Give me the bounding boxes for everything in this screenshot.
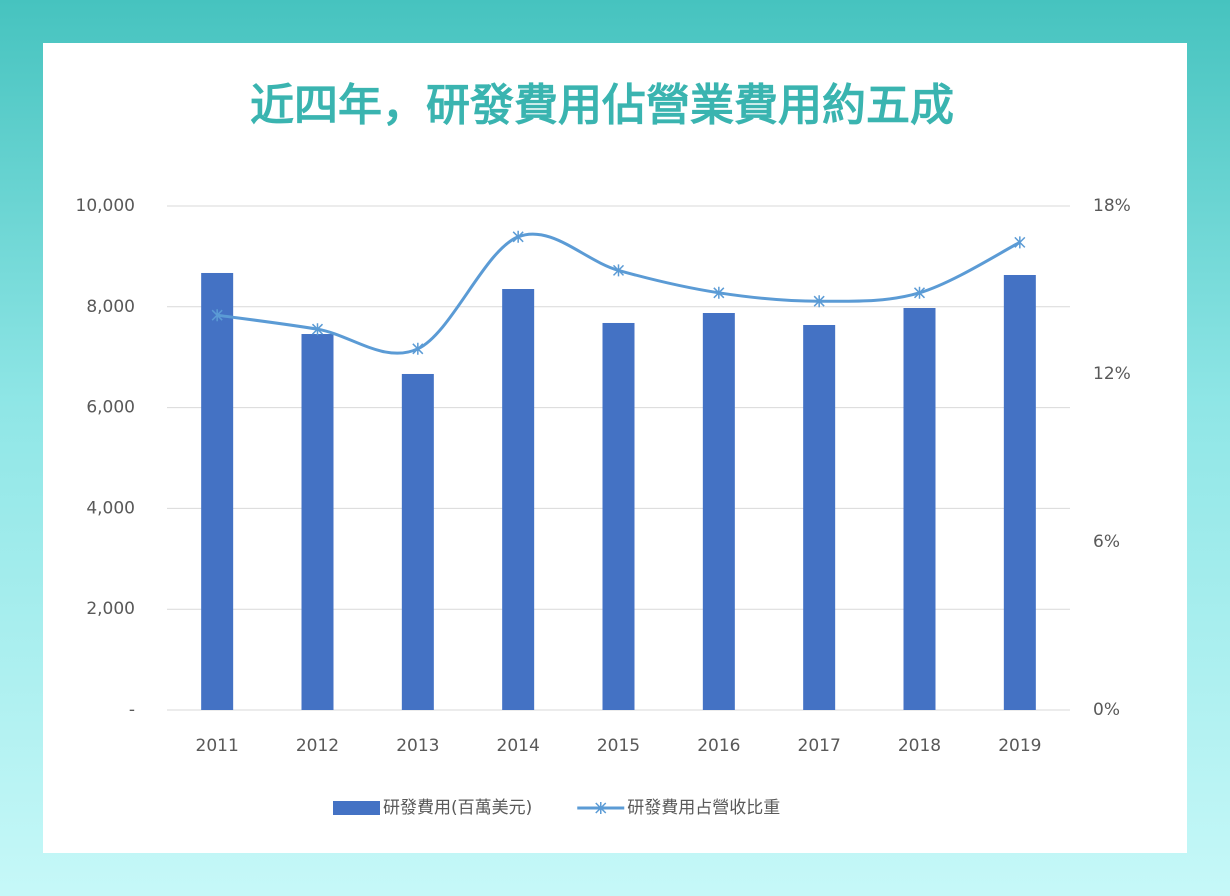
y-tick-label: 6,000 (86, 398, 135, 418)
bar (602, 322, 635, 710)
y-tick-label: - (129, 700, 135, 720)
x-tick-label: 2019 (998, 736, 1041, 756)
x-tick-label: 2011 (196, 736, 239, 756)
bar (903, 308, 936, 710)
bar (301, 334, 334, 710)
x-tick-label: 2018 (898, 736, 941, 756)
line-marker (713, 286, 725, 299)
legend-marker (595, 802, 607, 814)
x-tick-label: 2014 (497, 736, 540, 756)
legend-swatch (333, 801, 380, 815)
x-tick-label: 2012 (296, 736, 339, 756)
bar (702, 312, 735, 710)
bar (803, 324, 836, 710)
line-marker (1014, 236, 1026, 249)
x-tick-label: 2016 (697, 736, 740, 756)
bar (502, 289, 535, 710)
x-tick-label: 2013 (396, 736, 439, 756)
y2-tick-label: 6% (1093, 532, 1120, 552)
chart-title: 近四年，研發費用佔營業費用約五成 (250, 80, 954, 131)
line-marker (211, 309, 223, 322)
line-marker (512, 230, 524, 243)
y-tick-label: 4,000 (86, 498, 135, 518)
line-marker (412, 342, 424, 355)
legend-label: 研發費用占營收比重 (627, 798, 780, 818)
y-tick-label: 2,000 (86, 599, 135, 619)
bar (401, 373, 434, 710)
y-tick-label: 10,000 (76, 196, 135, 216)
y2-tick-label: 12% (1093, 364, 1131, 384)
bar (1003, 274, 1036, 710)
line-marker (813, 295, 825, 308)
x-tick-label: 2017 (798, 736, 841, 756)
line-marker (311, 323, 324, 336)
bar (201, 272, 234, 710)
line-marker (612, 264, 625, 277)
x-tick-label: 2015 (597, 736, 640, 756)
y2-tick-label: 0% (1093, 700, 1120, 720)
y2-tick-label: 18% (1093, 196, 1131, 216)
y-tick-label: 8,000 (86, 297, 135, 317)
legend-label: 研發費用(百萬美元) (383, 798, 532, 818)
line-marker (913, 286, 926, 299)
